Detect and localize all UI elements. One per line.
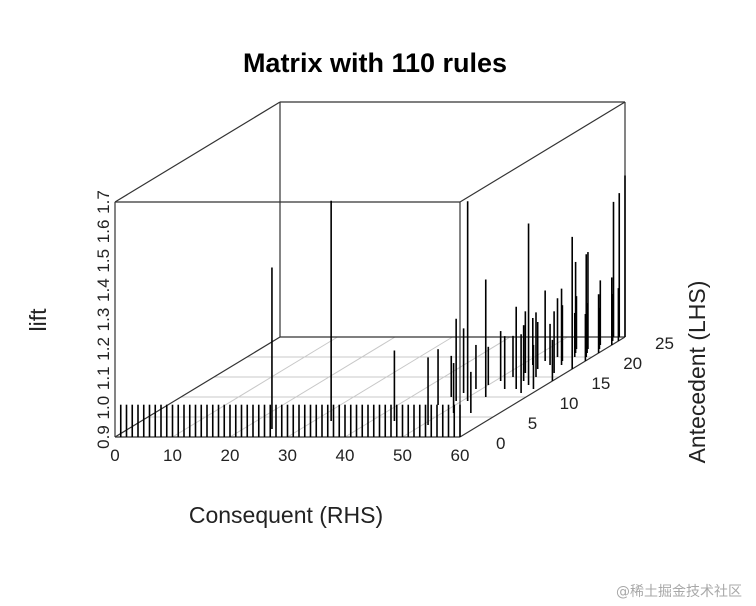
z-tick-label: 1.2 bbox=[94, 337, 113, 361]
x-tick-label: 0 bbox=[110, 446, 119, 465]
y-tick-label: 15 bbox=[591, 374, 610, 393]
grid-line bbox=[287, 336, 453, 438]
box-edge bbox=[459, 336, 626, 438]
x-tick-label: 50 bbox=[393, 446, 412, 465]
z-tick-label: 1.3 bbox=[94, 308, 113, 332]
z-axis-label: lift bbox=[25, 308, 51, 332]
z-tick-label: 1.0 bbox=[94, 396, 113, 420]
z-tick-label: 1.5 bbox=[94, 249, 113, 273]
x-tick-label: 10 bbox=[163, 446, 182, 465]
z-tick-label: 1.6 bbox=[94, 220, 113, 244]
x-tick-label: 30 bbox=[278, 446, 297, 465]
y-axis-label: Antecedent (LHS) bbox=[684, 281, 710, 464]
x-axis-label: Consequent (RHS) bbox=[189, 502, 383, 528]
x-tick-label: 40 bbox=[336, 446, 355, 465]
z-tick-label: 1.7 bbox=[94, 190, 113, 214]
y-tick-label: 0 bbox=[496, 434, 505, 453]
chart-title: Matrix with 110 rules bbox=[243, 48, 507, 78]
x-tick-label: 60 bbox=[451, 446, 470, 465]
axis-ticks: 0 10 20 30 40 50 60 0 5 10 15 20 25 0.9 1.0 1.1 1.2 1.3 1.… bbox=[94, 190, 674, 465]
box-edge bbox=[114, 101, 281, 203]
z-tick-label: 0.9 bbox=[94, 425, 113, 449]
y-tick-label: 5 bbox=[528, 414, 537, 433]
box-edge bbox=[114, 336, 281, 438]
grid-line bbox=[229, 336, 396, 438]
watermark: @稀土掘金技术社区 bbox=[616, 584, 742, 600]
grid-line bbox=[172, 336, 338, 438]
y-tick-label: 10 bbox=[560, 394, 579, 413]
box-edge bbox=[459, 101, 626, 203]
z-tick-label: 1.1 bbox=[94, 366, 113, 390]
z-tick-label: 1.4 bbox=[94, 278, 113, 302]
rule-bars bbox=[119, 175, 626, 437]
x-tick-label: 20 bbox=[221, 446, 240, 465]
y-tick-label: 20 bbox=[623, 354, 642, 373]
y-tick-label: 25 bbox=[655, 334, 674, 353]
